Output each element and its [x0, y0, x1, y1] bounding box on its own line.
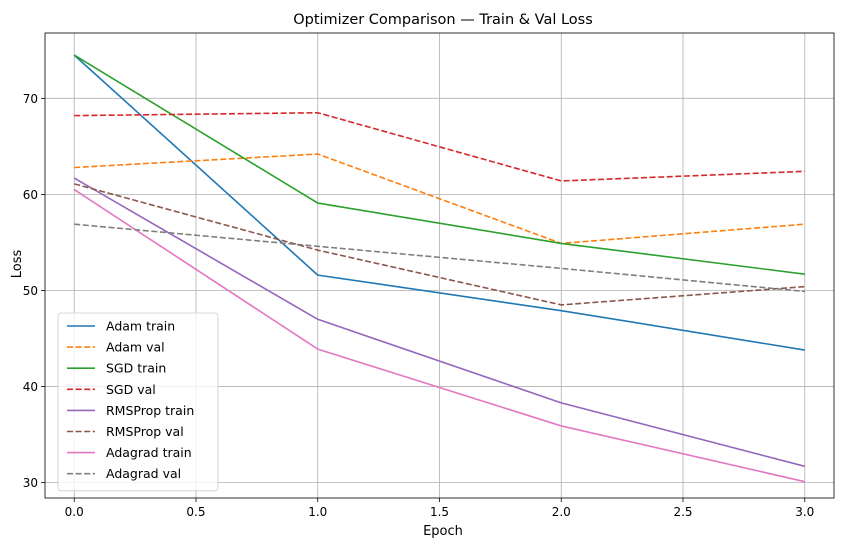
x-tick-label: 3.0: [795, 505, 814, 519]
series-line-adagrad-train: [73, 188, 805, 483]
x-tick-label: 0.0: [65, 505, 84, 519]
legend-label: SGD val: [106, 382, 156, 397]
x-tick-label: 1.5: [430, 505, 449, 519]
legend-label: Adagrad train: [106, 445, 192, 460]
y-tick-label: 60: [23, 188, 38, 202]
x-axis-label: Epoch: [423, 524, 463, 539]
y-tick-label: 30: [23, 476, 38, 490]
series-line-sgd-val: [74, 111, 805, 182]
legend-box: [57, 312, 219, 492]
series-line-adam-train: [73, 54, 805, 351]
y-axis-ticks: 30 40 50 60 70: [23, 92, 45, 490]
legend: Adam train Adam val SGD train SGD val RMSPro…: [57, 312, 219, 492]
legend-label: Adam train: [106, 319, 175, 334]
y-tick-label: 40: [23, 380, 38, 394]
legend-label: RMSProp val: [106, 424, 184, 439]
x-tick-label: 2.5: [673, 505, 692, 519]
legend-label: RMSProp train: [106, 403, 194, 418]
series-line-rmsprop-val: [74, 183, 805, 306]
legend-label: Adam val: [106, 340, 165, 355]
series-line-rmsprop-train: [73, 177, 805, 468]
series-line-sgd-train: [73, 54, 805, 275]
series-line-adagrad-val: [74, 223, 805, 293]
grid: [45, 33, 834, 498]
chart-title: Optimizer Comparison — Train & Val Loss: [293, 12, 593, 28]
y-tick-label: 70: [23, 92, 38, 106]
x-tick-label: 0.5: [186, 505, 205, 519]
x-tick-label: 2.0: [552, 505, 571, 519]
series-line-adam-val: [74, 153, 805, 245]
legend-label: SGD train: [106, 361, 166, 376]
x-axis-ticks: 0.0 0.5 1.0 1.5 2.0 2.5 3.0: [65, 498, 814, 519]
x-tick-label: 1.0: [308, 505, 327, 519]
series-lines: [73, 54, 805, 483]
y-tick-label: 50: [23, 284, 38, 298]
y-axis-label: Loss: [10, 250, 25, 279]
legend-label: Adagrad val: [106, 466, 181, 481]
